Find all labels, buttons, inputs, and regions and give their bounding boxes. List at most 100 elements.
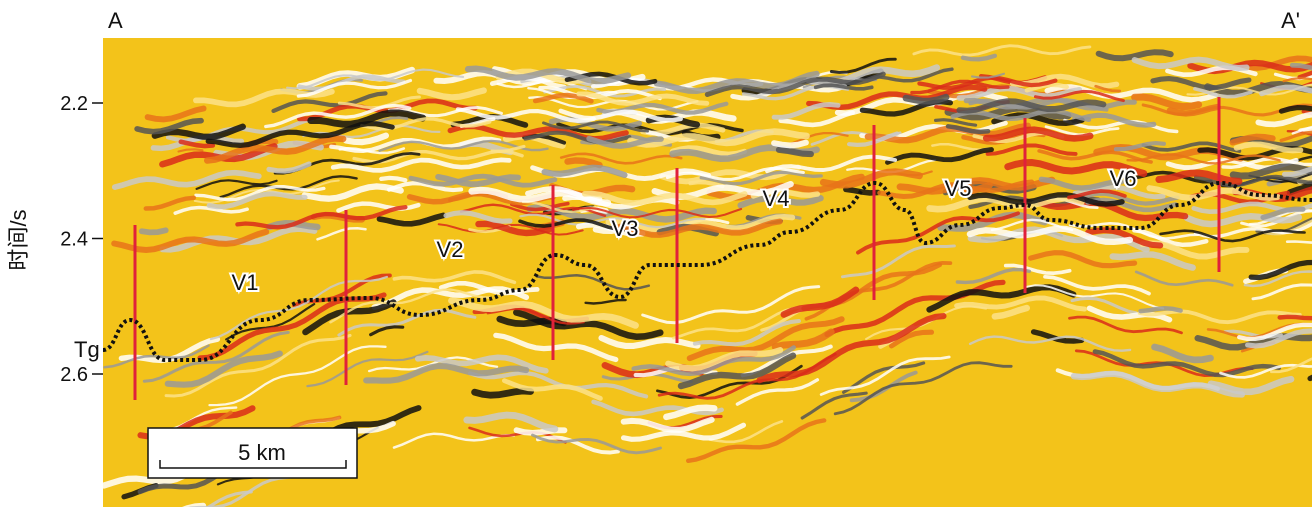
horizon-label: Tg — [74, 337, 100, 362]
reflector — [448, 297, 639, 329]
reflector — [968, 335, 1132, 352]
reflector — [271, 91, 388, 113]
tick-label: 2.4 — [60, 229, 88, 251]
reflector — [475, 220, 554, 237]
reflector — [463, 411, 559, 433]
reflector — [1278, 105, 1312, 114]
fault-zone-label: V3 — [612, 216, 639, 241]
reflector — [970, 72, 1006, 79]
scale-bar: 5 km — [147, 427, 358, 479]
reflector — [849, 370, 918, 403]
reflector — [985, 143, 1078, 156]
reflector — [1026, 284, 1165, 310]
reflector — [373, 116, 409, 125]
reflector — [1243, 270, 1312, 288]
reflector — [591, 399, 724, 417]
reflector — [387, 181, 464, 193]
reflector — [392, 270, 517, 285]
reflector — [111, 228, 270, 254]
reflector — [840, 244, 956, 279]
reflector — [559, 152, 683, 165]
reflector — [193, 179, 340, 204]
reflector — [737, 195, 824, 209]
reflector — [205, 490, 253, 507]
reflector — [912, 44, 1092, 57]
y-axis-label: 时间/s — [6, 209, 31, 270]
reflector — [464, 65, 632, 85]
reflector — [329, 136, 502, 153]
reflector — [502, 378, 603, 401]
reflector — [209, 275, 388, 341]
reflector — [535, 435, 620, 455]
reflector — [627, 128, 810, 148]
reflector — [576, 91, 710, 106]
reflector — [510, 201, 570, 212]
reflector — [1282, 76, 1312, 83]
reflector — [686, 316, 845, 362]
reflector — [1281, 165, 1312, 177]
reflector — [138, 227, 169, 236]
reflector — [387, 105, 503, 118]
reflector — [286, 68, 465, 90]
reflector — [1183, 213, 1303, 228]
reflector — [617, 218, 783, 238]
reflector — [775, 146, 814, 158]
reflector — [206, 191, 308, 210]
reflector — [829, 57, 897, 74]
reflector — [1207, 375, 1295, 396]
reflector — [225, 303, 316, 341]
reflector — [1293, 155, 1312, 163]
reflector — [966, 225, 1134, 246]
reflector — [902, 93, 950, 105]
reflector — [486, 307, 585, 325]
reflector — [1285, 240, 1312, 244]
reflector — [235, 205, 408, 230]
reflector — [177, 148, 204, 153]
reflector — [542, 120, 649, 133]
fault-zone-label: V6 — [1110, 166, 1137, 191]
tick-label: 2.6 — [60, 364, 88, 386]
reflector — [740, 344, 833, 378]
reflector — [471, 387, 534, 399]
reflector — [813, 83, 874, 91]
reflector — [934, 118, 978, 127]
reflector — [173, 205, 249, 215]
reflector — [833, 361, 1013, 416]
reflector — [142, 330, 290, 383]
reflector — [1186, 83, 1312, 96]
reflector — [653, 70, 820, 94]
reflector — [490, 144, 526, 153]
fault-zone-label: V4 — [763, 186, 790, 211]
reflector — [819, 168, 923, 189]
fault-zone-label: V2 — [437, 237, 464, 262]
reflector — [455, 107, 596, 124]
reflector — [296, 78, 413, 98]
reflector — [564, 157, 603, 169]
reflector — [523, 130, 632, 145]
reflector — [1132, 228, 1209, 248]
reflector — [558, 108, 683, 123]
reflector — [584, 298, 627, 305]
reflector — [1094, 84, 1122, 93]
end-label: A' — [1281, 8, 1300, 33]
fault-zone-label: V5 — [945, 176, 972, 201]
reflector — [195, 179, 278, 190]
reflector — [1155, 169, 1243, 185]
reflector — [663, 404, 718, 421]
reflector — [208, 345, 387, 407]
reflector — [1245, 328, 1312, 349]
reflector — [1062, 118, 1179, 134]
reflector — [677, 352, 797, 390]
reflector — [956, 98, 1107, 114]
reflector — [1092, 349, 1282, 378]
y-ticks: 2.2 2.4 2.6 — [60, 93, 103, 386]
reflector — [111, 169, 262, 190]
reflector — [1024, 82, 1069, 93]
reflector — [151, 123, 246, 140]
reflector — [1248, 259, 1312, 281]
reflector — [219, 175, 358, 199]
reflector — [885, 147, 994, 165]
reflector — [699, 170, 823, 186]
reflector — [188, 473, 305, 507]
reflector — [1044, 84, 1218, 103]
